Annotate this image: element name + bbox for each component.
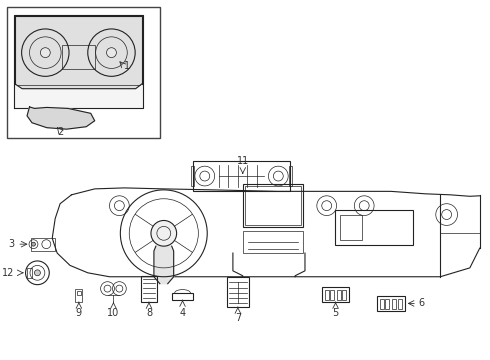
Bar [330,290,334,300]
Polygon shape [15,16,142,89]
Text: 2: 2 [57,127,63,137]
Polygon shape [14,15,143,108]
Bar [377,296,405,311]
Circle shape [31,242,35,246]
Bar [398,299,402,309]
Bar [141,276,157,302]
Text: 9: 9 [76,309,82,318]
Text: 10: 10 [107,309,120,318]
Text: 12: 12 [2,268,15,278]
Polygon shape [27,107,95,129]
Bar [30,238,55,251]
Circle shape [40,48,50,58]
Circle shape [151,220,176,246]
Text: 4: 4 [179,309,186,318]
Bar [343,290,346,300]
Bar [172,293,194,300]
Bar [243,231,303,253]
Bar [243,184,303,228]
Bar [340,215,362,240]
Bar [392,299,396,309]
Circle shape [34,270,40,276]
Bar [77,291,81,295]
Text: 5: 5 [332,309,339,318]
Bar [245,186,300,225]
Text: 8: 8 [146,309,152,318]
Bar [386,299,390,309]
Bar [194,161,290,191]
Text: 11: 11 [237,156,249,166]
Circle shape [106,48,117,58]
Bar [26,268,32,278]
Bar [380,299,384,309]
Bar [322,287,349,302]
Bar [75,289,82,302]
Bar [325,290,329,300]
Text: 6: 6 [418,298,425,309]
Text: 3: 3 [9,239,15,249]
Bar [7,7,160,138]
Text: 7: 7 [235,313,241,323]
Text: 1: 1 [124,62,130,72]
Bar [289,166,292,186]
Bar [337,290,341,300]
Bar [191,166,195,186]
Bar [62,45,95,69]
Bar [335,210,413,245]
Polygon shape [154,246,173,284]
Bar [227,277,249,307]
